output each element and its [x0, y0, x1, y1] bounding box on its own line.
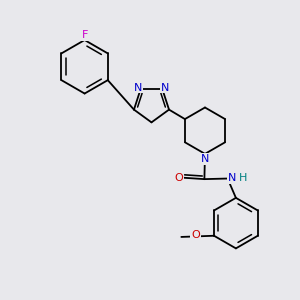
Text: N: N [160, 82, 169, 92]
Text: O: O [174, 172, 183, 183]
Text: N: N [201, 154, 209, 164]
Text: H: H [239, 173, 247, 183]
Text: N: N [228, 173, 236, 183]
Text: O: O [191, 230, 200, 240]
Text: N: N [134, 82, 142, 92]
Text: F: F [81, 30, 88, 40]
